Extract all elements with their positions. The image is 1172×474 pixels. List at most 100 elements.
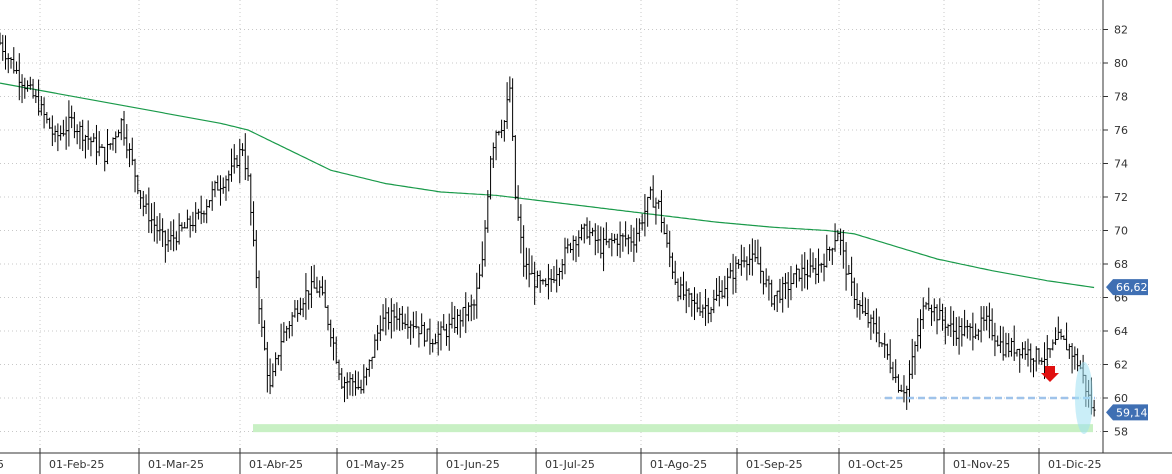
price-bar (309, 266, 313, 308)
price-bar (1048, 348, 1052, 358)
price-bar (249, 173, 253, 226)
price-bar (684, 281, 688, 314)
price-bar (817, 248, 821, 283)
price-bar (37, 79, 41, 116)
price-bar (874, 308, 878, 343)
x-tick-label: 01-Nov-25 (953, 458, 1010, 471)
price-bar (290, 312, 294, 337)
price-bar (987, 302, 991, 339)
price-bar (230, 148, 234, 182)
price-bar (475, 272, 479, 319)
price-bar (1067, 343, 1071, 359)
price-bar (376, 324, 380, 351)
price-bar (489, 155, 493, 200)
price-bar (841, 230, 845, 269)
price-bar (334, 336, 338, 364)
price-bar (624, 221, 628, 247)
price-bar (695, 293, 699, 313)
price-bar (775, 290, 779, 313)
price-bar (585, 217, 589, 240)
price-bar (67, 100, 71, 147)
price-bar (756, 239, 760, 265)
price-bar (505, 82, 509, 129)
price-bar (0, 32, 2, 46)
support-band (253, 424, 1093, 433)
price-bar (252, 201, 256, 247)
price-bar (1020, 342, 1024, 359)
price-bar (100, 144, 104, 149)
price-bar (398, 307, 402, 331)
price-bar (770, 279, 774, 307)
price-bar (486, 190, 490, 233)
price-bar (359, 379, 363, 394)
price-bar (436, 321, 440, 356)
price-bar (607, 238, 611, 249)
price-bar (210, 181, 214, 211)
price-bar (910, 338, 914, 379)
moving-average-line (0, 82, 1095, 289)
price-bar (315, 276, 319, 294)
price-bar (183, 222, 187, 229)
price-bar (59, 125, 63, 141)
price-bar (389, 298, 393, 339)
price-bar (968, 323, 972, 341)
ma-value-tag-label: 66,62 (1116, 281, 1148, 294)
price-bar (546, 264, 550, 300)
price-bar (337, 359, 341, 381)
price-bar (365, 367, 369, 386)
price-bar (213, 180, 217, 198)
price-bar (86, 120, 90, 150)
price-bar (1054, 327, 1058, 345)
price-bar (794, 264, 798, 288)
price-bar (23, 77, 27, 99)
price-bar (723, 275, 727, 299)
price-bar (646, 196, 650, 227)
y-tick-label: 68 (1114, 258, 1128, 271)
price-bar (318, 280, 322, 298)
price-bar (50, 115, 54, 147)
price-bar (971, 312, 975, 351)
price-bar (715, 278, 719, 301)
price-bar (681, 271, 685, 301)
price-bar (111, 137, 115, 151)
price-bar (271, 363, 275, 388)
price-bar (502, 120, 506, 142)
price-bar (899, 384, 903, 393)
price-bar (998, 325, 1002, 354)
price-bar (92, 133, 96, 143)
price-bar (885, 343, 889, 360)
price-bar (560, 258, 564, 280)
price-bar (53, 125, 57, 143)
price-bar (125, 124, 129, 159)
price-bar (293, 299, 297, 318)
price-bar (883, 332, 887, 358)
price-bar (180, 222, 184, 232)
price-bar (902, 375, 906, 403)
price-bar (814, 258, 818, 285)
price-bar (351, 374, 355, 397)
price-bar (1051, 339, 1055, 351)
price-bar (982, 306, 986, 331)
price-bar (202, 210, 206, 223)
x-tick-label: 01-Ago-25 (650, 458, 707, 471)
price-bar (1004, 332, 1008, 358)
price-bar (45, 111, 49, 124)
price-bar (331, 327, 335, 361)
price-bar (921, 297, 925, 330)
price-bar (312, 264, 316, 289)
price-bar (513, 135, 517, 200)
price-bar (218, 175, 222, 206)
price-bar (172, 219, 176, 252)
price-bar (122, 110, 126, 146)
price-bar (549, 269, 553, 292)
price-bar (246, 155, 250, 181)
x-axis: 01-Feb-25 01-Mar-25 01-Abr-25 01-May-25 01-J… (0, 448, 1102, 474)
price-bar (709, 306, 713, 323)
price-bar (637, 218, 641, 242)
price-bar (701, 304, 705, 318)
price-bar (406, 306, 410, 339)
price-bar (648, 186, 652, 200)
price-bar (739, 244, 743, 276)
price-bar (285, 325, 289, 341)
price-bar (26, 80, 30, 92)
